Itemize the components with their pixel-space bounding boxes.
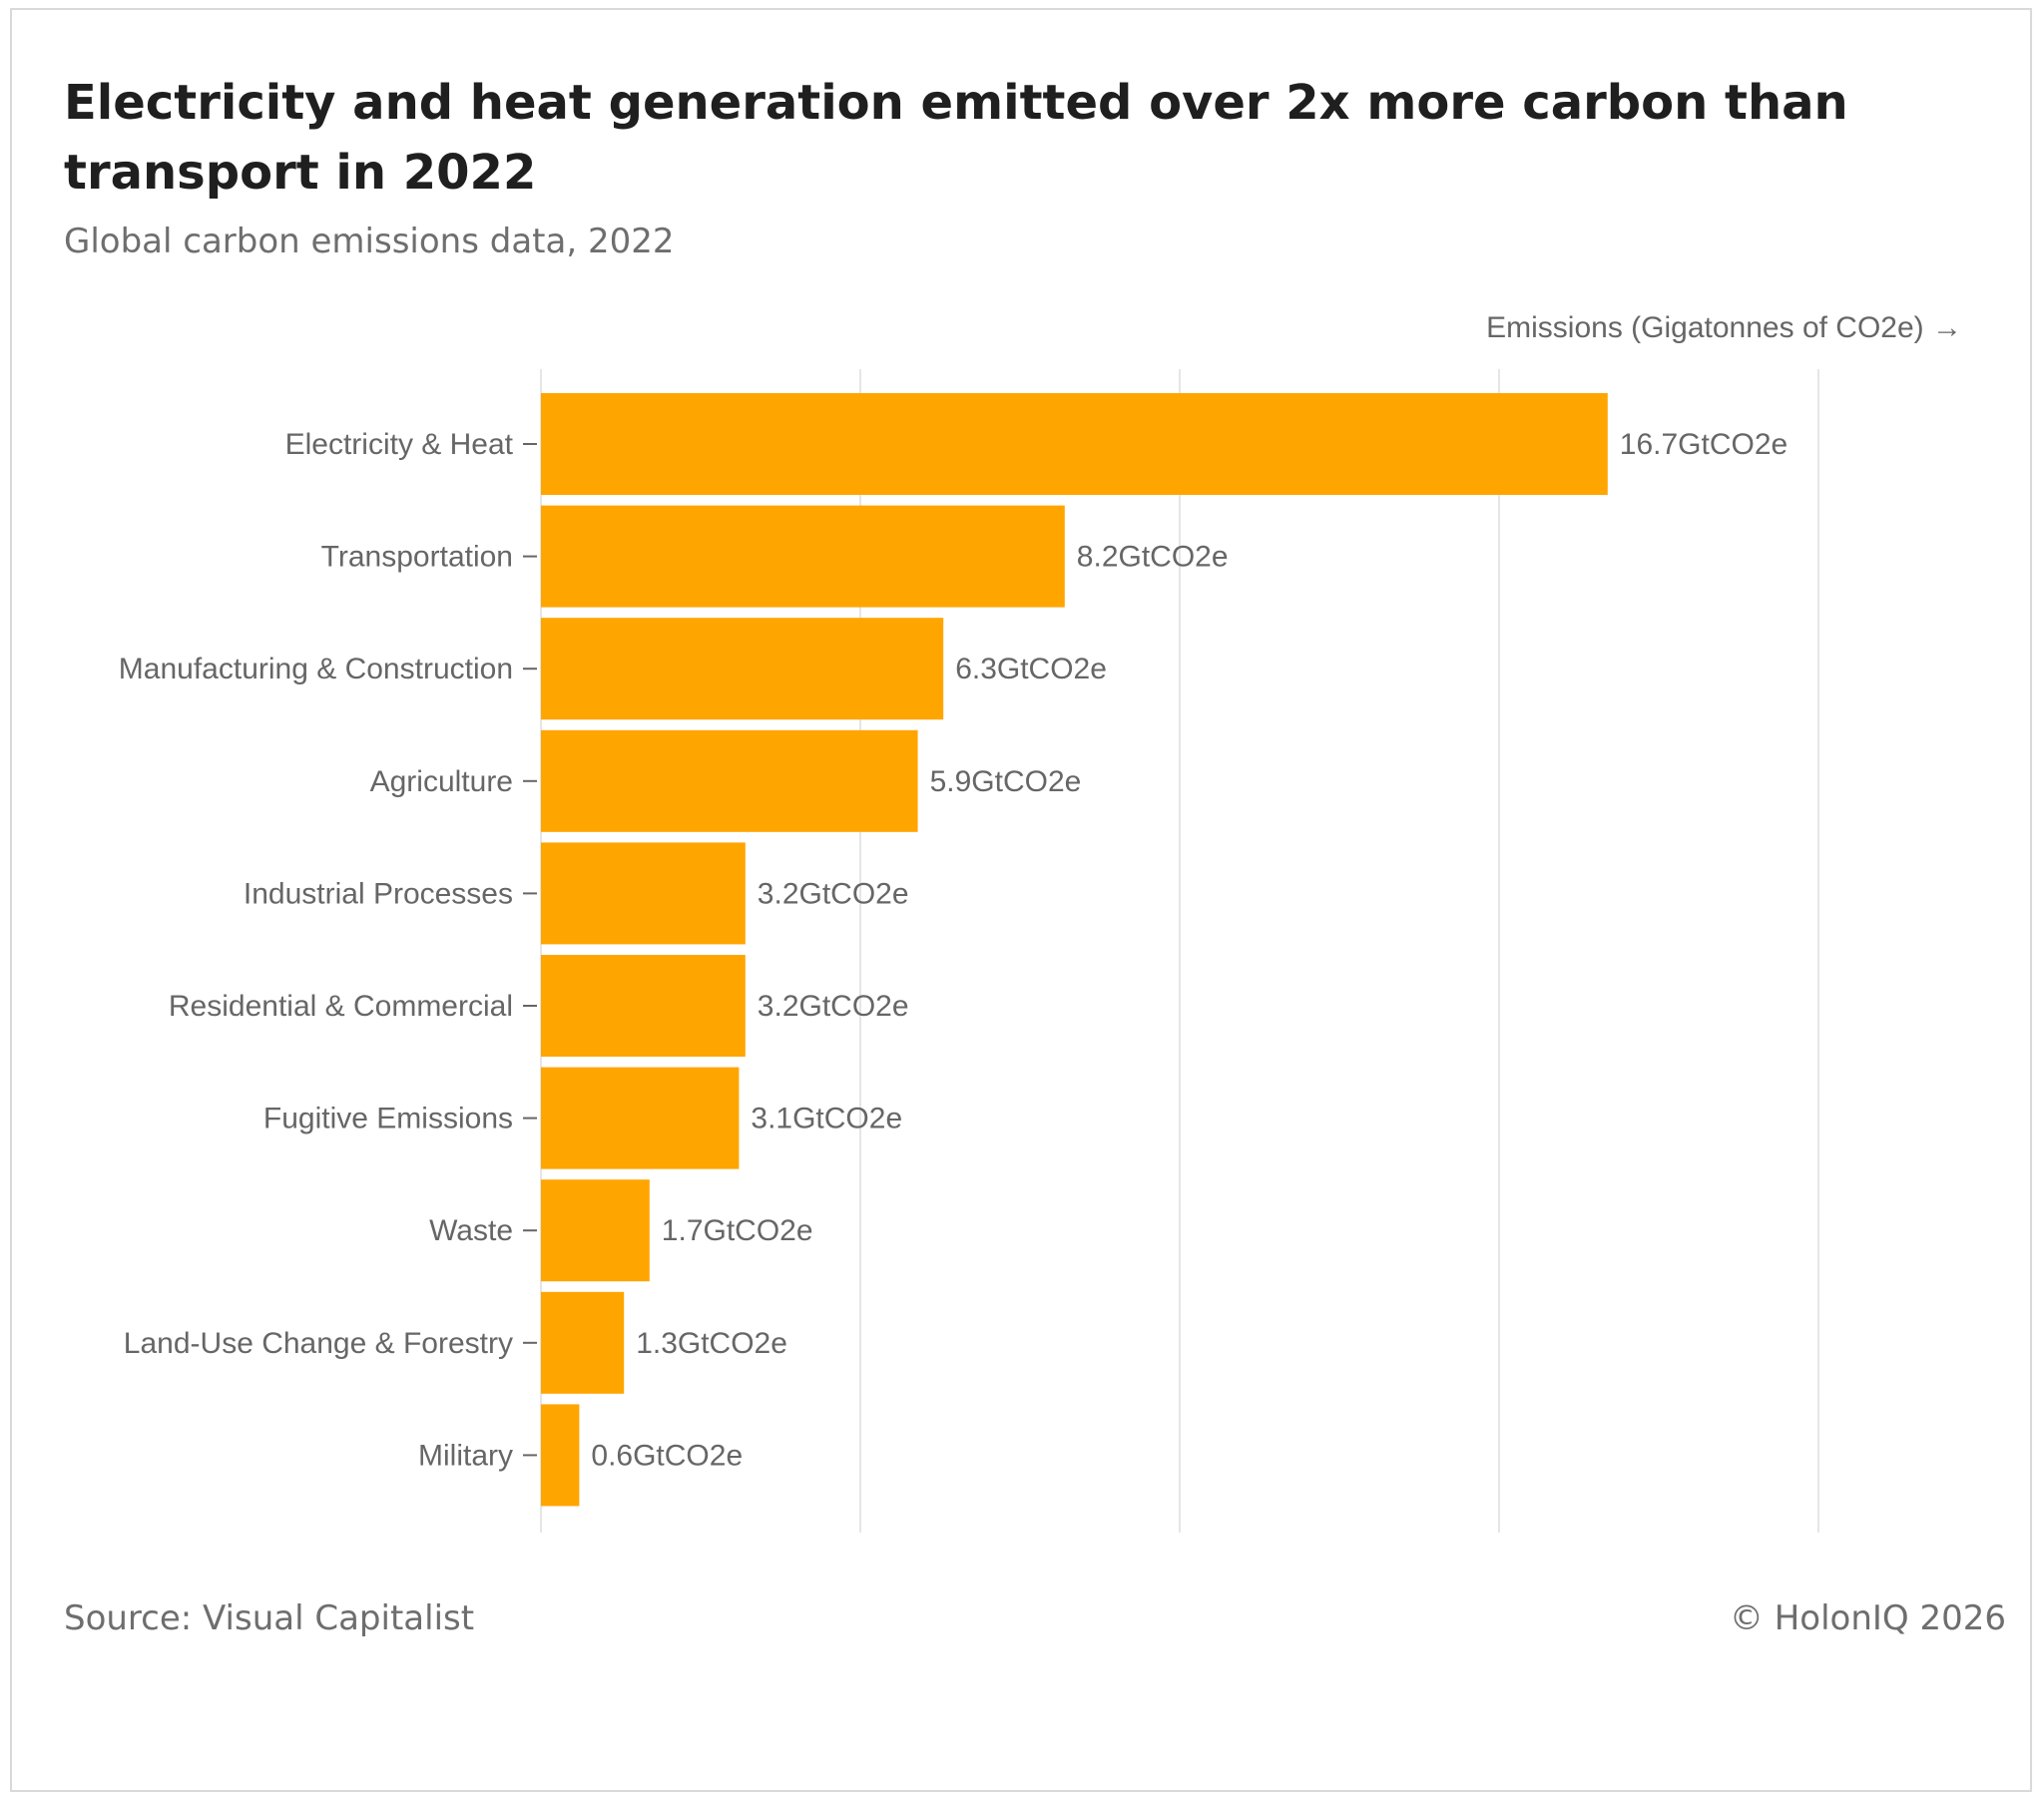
category-label: Industrial Processes <box>244 877 513 910</box>
bar[interactable] <box>541 1067 740 1169</box>
category-label: Land-Use Change & Forestry <box>124 1327 513 1360</box>
bar[interactable] <box>541 729 918 832</box>
data-label: 3.2GtCO2e <box>758 877 909 910</box>
category-label: Manufacturing & Construction <box>119 653 513 685</box>
chart-subtitle: Global carbon emissions data, 2022 <box>64 222 675 261</box>
source-note: Source: Visual Capitalist <box>64 1598 475 1638</box>
x-axis-label: Emissions (Gigatonnes of CO2e) → <box>1486 311 1962 344</box>
category-label: Transportation <box>321 541 513 574</box>
bar[interactable] <box>541 505 1065 608</box>
copyright-note: © HolonIQ 2026 <box>1729 1598 2006 1638</box>
category-label: Residential & Commercial <box>169 990 513 1023</box>
data-label: 1.3GtCO2e <box>636 1327 787 1360</box>
chart-title: Electricity and heat generation emitted … <box>64 75 1848 201</box>
category-label: Agriculture <box>370 765 513 798</box>
bar[interactable] <box>541 1404 580 1507</box>
data-label: 5.9GtCO2e <box>930 765 1082 798</box>
data-label: 3.2GtCO2e <box>758 990 909 1023</box>
bar[interactable] <box>541 393 1608 495</box>
data-label: 16.7GtCO2e <box>1620 428 1788 461</box>
bar[interactable] <box>541 1179 650 1282</box>
category-label: Fugitive Emissions <box>263 1103 513 1135</box>
chart-card <box>10 8 2032 1792</box>
chart-data-labels: 16.7GtCO2e 8.2GtCO2e 6.3GtCO2e 5.9GtCO2e 3.2… <box>591 428 1788 1472</box>
bar[interactable] <box>541 618 944 720</box>
chart-bars <box>541 393 1608 1507</box>
data-label: 1.7GtCO2e <box>662 1214 813 1247</box>
bar[interactable] <box>541 955 746 1057</box>
data-label: 0.6GtCO2e <box>591 1439 743 1472</box>
category-label: Military <box>418 1439 513 1472</box>
data-label: 8.2GtCO2e <box>1077 541 1229 574</box>
data-label: 3.1GtCO2e <box>751 1103 902 1135</box>
chart-category-labels: Electricity & Heat Transportation Manufact… <box>119 428 537 1472</box>
bar[interactable] <box>541 1291 625 1394</box>
bar[interactable] <box>541 842 746 945</box>
data-label: 6.3GtCO2e <box>955 653 1107 685</box>
category-label: Electricity & Heat <box>285 428 514 461</box>
category-label: Waste <box>429 1214 513 1247</box>
